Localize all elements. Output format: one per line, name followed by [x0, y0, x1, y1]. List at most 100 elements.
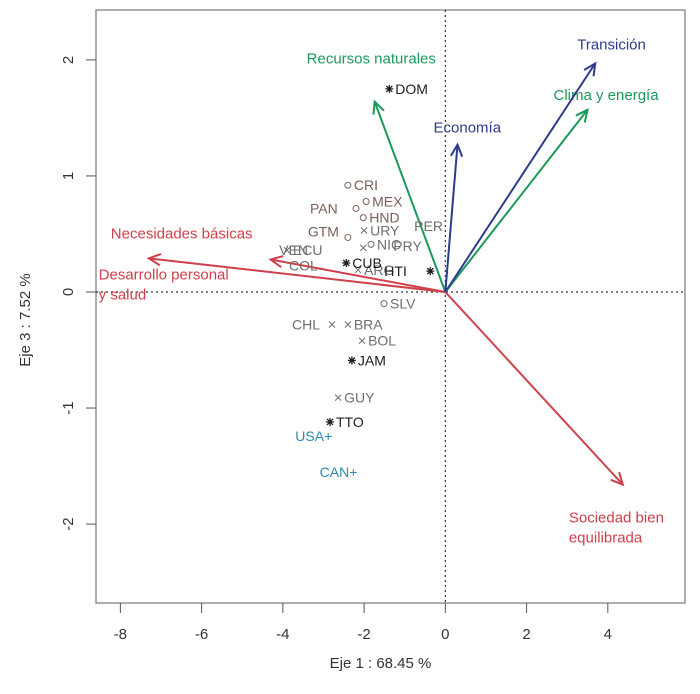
- point-cri: CRI: [344, 177, 378, 193]
- vector-recursos-naturales: Recursos naturales: [307, 51, 447, 293]
- point-label: GUY: [344, 390, 375, 406]
- circle-marker-icon: [359, 214, 367, 222]
- point-label: USA+: [295, 428, 332, 444]
- point-ury: URY: [360, 222, 400, 238]
- point-dom: DOM: [385, 81, 428, 97]
- point-pan: PAN: [310, 200, 360, 216]
- x-axis: -8 -6 -4 -2 0 2 4: [114, 603, 612, 643]
- vector-label: Transición: [577, 36, 646, 53]
- plot-box: [95, 9, 686, 604]
- point-label: PAN: [310, 200, 338, 216]
- vector-line: [444, 109, 589, 293]
- cross-marker-icon: [359, 244, 367, 252]
- vector-line: [373, 101, 447, 293]
- arrowhead-icon: [146, 253, 162, 267]
- vector-clima-y-energ-a: Clima y energía: [444, 87, 660, 293]
- vector-label-line: Sociedad bien: [569, 510, 664, 527]
- x-tick-label: -8: [114, 626, 127, 643]
- arrowhead-icon: [575, 107, 589, 123]
- x-axis-title: Eje 1 : 68.45 %: [330, 655, 432, 672]
- point-cub: CUB: [342, 255, 382, 271]
- vector-line: [270, 258, 446, 293]
- arrowhead-icon: [372, 99, 385, 115]
- circle-marker-icon: [367, 240, 375, 248]
- point-usa: USA+: [295, 428, 332, 444]
- point-label: ARG: [364, 262, 394, 278]
- point-label: CHL: [292, 316, 320, 332]
- point-jam: JAM: [347, 352, 386, 368]
- circle-marker-icon: [380, 300, 388, 308]
- vector-line: [444, 62, 597, 293]
- y-tick-label: -1: [60, 401, 77, 414]
- point-tto: TTO: [325, 414, 364, 430]
- point-label: ECU: [293, 242, 323, 258]
- point-bra: BRA: [344, 316, 383, 332]
- vector-label: Necesidades básicas: [111, 225, 253, 242]
- asterisk-marker-icon: [426, 267, 435, 276]
- circle-marker-icon: [344, 233, 352, 241]
- cross-marker-icon: [354, 266, 362, 274]
- point-per: PER: [414, 218, 443, 234]
- asterisk-marker-icon: [347, 356, 356, 365]
- point-label: CUB: [352, 255, 382, 271]
- cross-marker-icon: [360, 227, 368, 234]
- y-tick-label: 2: [60, 56, 77, 64]
- variable-vectors: Necesidades básicas Desarrollo personal y …: [99, 36, 664, 546]
- vector-econom-a: Economía: [434, 120, 502, 293]
- cross-marker-icon: [283, 246, 291, 254]
- x-tick-label: 2: [522, 626, 530, 643]
- asterisk-marker-icon: [342, 258, 351, 267]
- point-label: BOL: [368, 333, 396, 349]
- vector-label-line: y salud: [99, 287, 147, 304]
- vector-line: [444, 291, 624, 486]
- x-tick-label: 0: [441, 626, 449, 643]
- point-arg: ARG: [354, 262, 394, 278]
- point-label: SLV: [390, 296, 416, 312]
- point-can: CAN+: [320, 464, 358, 480]
- point-label: COL: [289, 257, 318, 273]
- y-tick-label: 0: [60, 288, 77, 296]
- arrowhead-icon: [268, 255, 284, 269]
- point-label: URY: [370, 222, 400, 238]
- point-hti: HTI: [384, 263, 435, 279]
- asterisk-marker-icon: [385, 84, 394, 93]
- point-chl: CHL: [292, 316, 336, 332]
- point-label: GTM: [308, 223, 339, 239]
- vector-label-line: Desarrollo personal: [99, 267, 229, 284]
- point-label: PER: [414, 218, 443, 234]
- arrowhead-icon: [610, 471, 625, 487]
- vector-label-line: equilibrada: [569, 530, 643, 547]
- vector-line: [444, 144, 459, 293]
- vector-label: Sociedad bien equilibrada: [569, 510, 664, 547]
- circle-marker-icon: [352, 204, 360, 212]
- vector-label: Recursos naturales: [307, 51, 436, 68]
- vector-sociedad-bien-equilibrada: Sociedad bien equilibrada: [444, 291, 664, 547]
- x-tick-label: -6: [195, 626, 208, 643]
- point-label: MEX: [372, 193, 403, 209]
- y-tick-label: 1: [60, 172, 77, 180]
- vector-label-line: Transición: [577, 36, 646, 53]
- cross-marker-icon: [334, 394, 342, 401]
- point-col: COL: [289, 257, 318, 273]
- circle-marker-icon: [344, 181, 352, 189]
- vector-label: Desarrollo personal y salud: [99, 267, 229, 304]
- arrowhead-icon: [583, 61, 597, 77]
- x-tick-label: 4: [604, 626, 612, 643]
- point-label: CAN+: [320, 464, 358, 480]
- point-label: HTI: [384, 263, 407, 279]
- vector-label: Economía: [434, 120, 502, 137]
- point-pry: PRY: [359, 238, 422, 254]
- point-mex: MEX: [362, 193, 403, 209]
- point-label: VEN: [279, 242, 308, 258]
- x-tick-label: -2: [357, 626, 370, 643]
- point-label: TTO: [336, 414, 364, 430]
- vector-necesidades-b-sicas: Necesidades básicas: [111, 225, 446, 293]
- x-tick-label: -4: [276, 626, 289, 643]
- circle-marker-icon: [362, 197, 370, 205]
- vector-label-line: Clima y energía: [554, 87, 660, 104]
- cross-marker-icon: [328, 321, 336, 328]
- point-bol: BOL: [358, 333, 396, 349]
- cross-marker-icon: [358, 337, 366, 345]
